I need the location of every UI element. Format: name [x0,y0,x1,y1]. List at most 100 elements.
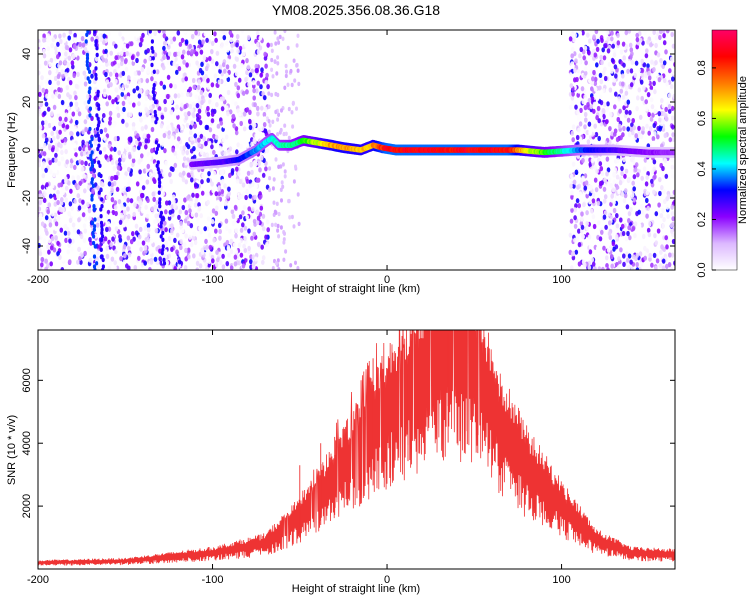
x-tick-label: 0 [384,274,390,286]
noise-speck [281,162,285,167]
noise-speck [122,106,126,112]
noise-speck [270,222,274,228]
noise-speck [243,247,248,253]
noise-speck [166,39,171,45]
noise-speck [662,77,667,84]
noise-speck [268,166,272,171]
figure-title: YM08.2025.356.08.36.G18 [272,2,440,18]
noise-speck [64,197,68,203]
colorbar-tick-label: 0.6 [696,111,708,126]
noise-speck [132,77,137,83]
noise-speck [173,84,178,90]
noise-speck [80,252,84,258]
noise-speck [662,188,666,194]
streak-speck [97,190,101,195]
noise-speck [222,237,226,243]
noise-speck [592,101,597,107]
noise-speck [583,124,587,130]
streak-speck [161,244,165,249]
noise-speck [292,179,296,184]
noise-speck [50,147,55,153]
noise-speck [42,179,46,185]
noise-speck [84,216,88,222]
noise-speck [282,240,286,245]
noise-speck [144,144,148,150]
noise-speck [60,134,64,140]
noise-speck [274,41,278,46]
noise-speck [210,49,214,55]
streak-speck [151,49,155,54]
noise-speck [255,177,259,183]
noise-speck [669,222,674,229]
noise-speck [139,200,143,206]
noise-speck [57,93,62,99]
streak-speck [92,204,96,209]
noise-speck [643,157,648,163]
noise-speck [117,150,121,156]
noise-speck [140,153,144,159]
noise-speck [215,249,219,255]
noise-speck [228,228,232,234]
noise-speck [631,180,635,186]
noise-speck [260,67,264,73]
noise-speck [226,76,231,82]
noise-speck [113,136,118,142]
streak-speck [155,163,159,168]
noise-speck [295,63,299,68]
noise-speck [228,109,233,115]
noise-speck [195,193,200,199]
noise-speck [588,38,592,44]
noise-speck [640,209,645,215]
noise-speck [86,246,91,253]
noise-speck [255,30,260,36]
noise-speck [167,44,171,50]
noise-speck [603,177,607,183]
noise-speck [670,105,675,111]
noise-speck [188,91,193,98]
noise-speck [598,236,603,242]
noise-speck [629,126,633,132]
noise-speck [168,172,172,178]
noise-speck [48,222,53,228]
noise-speck [101,182,105,188]
noise-speck [40,262,44,268]
noise-speck [230,88,234,94]
noise-speck [126,206,130,212]
noise-speck [652,122,657,129]
noise-speck [215,50,220,56]
noise-speck [270,92,274,98]
noise-speck [51,163,56,169]
noise-speck [42,53,47,59]
noise-speck [57,182,61,188]
noise-speck [280,180,284,185]
noise-speck [586,56,591,62]
noise-speck [90,36,94,42]
noise-speck [632,125,636,131]
noise-speck [185,142,189,148]
noise-speck [615,136,620,143]
noise-speck [115,87,119,93]
noise-speck [64,112,69,118]
noise-speck [290,214,294,220]
noise-speck [291,124,295,129]
noise-speck [601,107,606,114]
noise-speck [667,104,672,110]
noise-speck [203,31,208,37]
noise-speck [650,59,654,65]
noise-speck [296,192,300,197]
noise-speck [612,171,617,177]
noise-speck [40,81,44,87]
noise-speck [254,256,258,262]
noise-speck [210,101,215,107]
noise-speck [188,208,192,214]
noise-speck [59,207,64,213]
noise-speck [260,244,265,250]
noise-speck [166,59,170,65]
noise-speck [626,99,631,105]
noise-speck [80,166,85,172]
noise-speck [217,185,221,191]
noise-speck [183,218,188,224]
noise-speck [221,96,226,102]
noise-speck [657,240,662,246]
